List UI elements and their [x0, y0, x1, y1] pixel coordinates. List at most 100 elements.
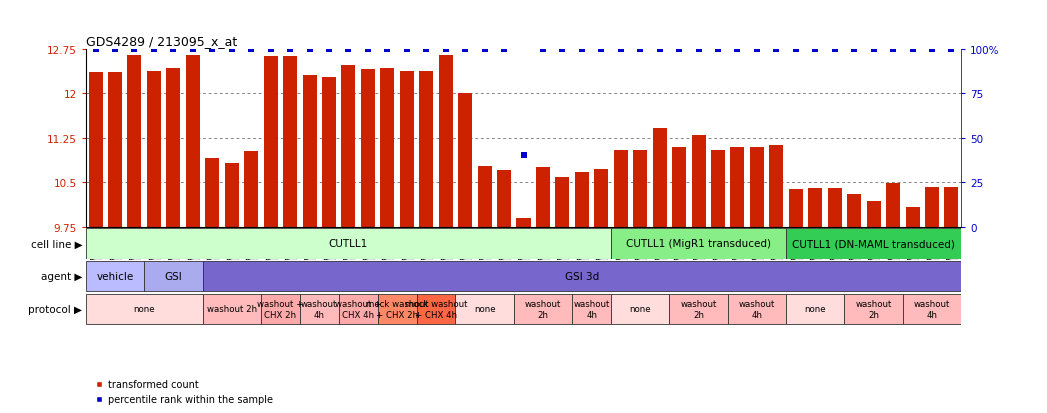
- Bar: [202, 261, 961, 292]
- Bar: [514, 294, 572, 324]
- Point: [710, 46, 727, 53]
- Text: CUTLL1 (MigR1 transduced): CUTLL1 (MigR1 transduced): [626, 239, 771, 249]
- Text: cell line ▶: cell line ▶: [30, 239, 83, 249]
- Text: GSI: GSI: [164, 271, 182, 282]
- Bar: [477, 167, 492, 227]
- Point: [146, 46, 162, 53]
- Text: washout
2h: washout 2h: [681, 299, 717, 319]
- Point: [515, 153, 532, 159]
- Text: washout +
CHX 2h: washout + CHX 2h: [258, 299, 304, 319]
- Text: washout
4h: washout 4h: [739, 299, 775, 319]
- Bar: [845, 294, 903, 324]
- Bar: [261, 294, 299, 324]
- Point: [593, 46, 609, 53]
- Point: [749, 46, 765, 53]
- Point: [107, 46, 124, 53]
- Text: washout +
CHX 4h: washout + CHX 4h: [335, 299, 381, 319]
- Bar: [205, 159, 219, 227]
- Bar: [341, 66, 355, 227]
- Point: [418, 46, 435, 53]
- Bar: [339, 294, 378, 324]
- Text: none: none: [804, 305, 826, 313]
- Point: [768, 46, 785, 53]
- Bar: [786, 229, 961, 259]
- Bar: [459, 94, 472, 227]
- Bar: [886, 184, 900, 227]
- Text: GSI 3d: GSI 3d: [564, 271, 599, 282]
- Point: [302, 46, 318, 53]
- Point: [359, 46, 376, 53]
- Bar: [731, 147, 744, 227]
- Point: [631, 46, 648, 53]
- Bar: [633, 150, 647, 227]
- Point: [476, 46, 493, 53]
- Bar: [202, 294, 261, 324]
- Bar: [244, 152, 259, 227]
- Bar: [166, 69, 180, 227]
- Point: [826, 46, 843, 53]
- Bar: [611, 229, 786, 259]
- Bar: [86, 229, 611, 259]
- Bar: [652, 128, 667, 227]
- Point: [223, 46, 240, 53]
- Bar: [86, 294, 202, 324]
- Point: [262, 46, 279, 53]
- Text: CUTLL1: CUTLL1: [329, 239, 369, 249]
- Text: washout
2h: washout 2h: [855, 299, 892, 319]
- Point: [495, 46, 512, 53]
- Text: washout
4h: washout 4h: [574, 299, 609, 319]
- Bar: [455, 294, 514, 324]
- Bar: [828, 189, 842, 227]
- Bar: [497, 171, 511, 227]
- Bar: [400, 71, 414, 227]
- Point: [243, 46, 260, 53]
- Bar: [536, 168, 550, 227]
- Point: [456, 46, 473, 53]
- Bar: [185, 55, 200, 227]
- Bar: [614, 150, 628, 227]
- Point: [729, 46, 745, 53]
- Text: none: none: [474, 305, 495, 313]
- Point: [612, 46, 629, 53]
- Legend: transformed count, percentile rank within the sample: transformed count, percentile rank withi…: [91, 375, 277, 408]
- Bar: [692, 135, 706, 227]
- Bar: [770, 146, 783, 227]
- Bar: [144, 261, 202, 292]
- Text: protocol ▶: protocol ▶: [28, 304, 83, 314]
- Bar: [516, 218, 531, 227]
- Text: none: none: [629, 305, 651, 313]
- Bar: [225, 164, 239, 227]
- Point: [126, 46, 142, 53]
- Point: [554, 46, 571, 53]
- Point: [651, 46, 668, 53]
- Text: washout
2h: washout 2h: [525, 299, 561, 319]
- Bar: [572, 294, 611, 324]
- Bar: [361, 70, 375, 227]
- Point: [923, 46, 940, 53]
- Point: [943, 46, 960, 53]
- Point: [535, 46, 552, 53]
- Bar: [906, 208, 919, 227]
- Point: [204, 46, 221, 53]
- Point: [690, 46, 707, 53]
- Point: [282, 46, 298, 53]
- Point: [885, 46, 901, 53]
- Bar: [108, 73, 122, 227]
- Point: [865, 46, 882, 53]
- Bar: [728, 294, 786, 324]
- Bar: [378, 294, 417, 324]
- Point: [846, 46, 863, 53]
- Bar: [711, 150, 725, 227]
- Text: washout
4h: washout 4h: [302, 299, 337, 319]
- Point: [87, 46, 104, 53]
- Text: CUTLL1 (DN-MAML transduced): CUTLL1 (DN-MAML transduced): [793, 239, 955, 249]
- Bar: [417, 294, 455, 324]
- Bar: [944, 188, 958, 227]
- Bar: [303, 76, 316, 227]
- Bar: [611, 294, 669, 324]
- Bar: [808, 189, 822, 227]
- Point: [320, 46, 337, 53]
- Bar: [322, 77, 336, 227]
- Bar: [847, 195, 862, 227]
- Point: [905, 46, 921, 53]
